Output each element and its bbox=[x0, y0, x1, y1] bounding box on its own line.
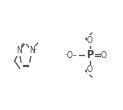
Text: ⁻O–: ⁻O– bbox=[63, 50, 77, 60]
Text: +: + bbox=[32, 47, 37, 52]
Text: P: P bbox=[86, 50, 93, 60]
Text: O: O bbox=[101, 50, 107, 60]
Text: N: N bbox=[16, 47, 22, 55]
Text: N: N bbox=[29, 47, 35, 55]
Text: O: O bbox=[87, 36, 93, 45]
Text: O: O bbox=[87, 65, 93, 74]
